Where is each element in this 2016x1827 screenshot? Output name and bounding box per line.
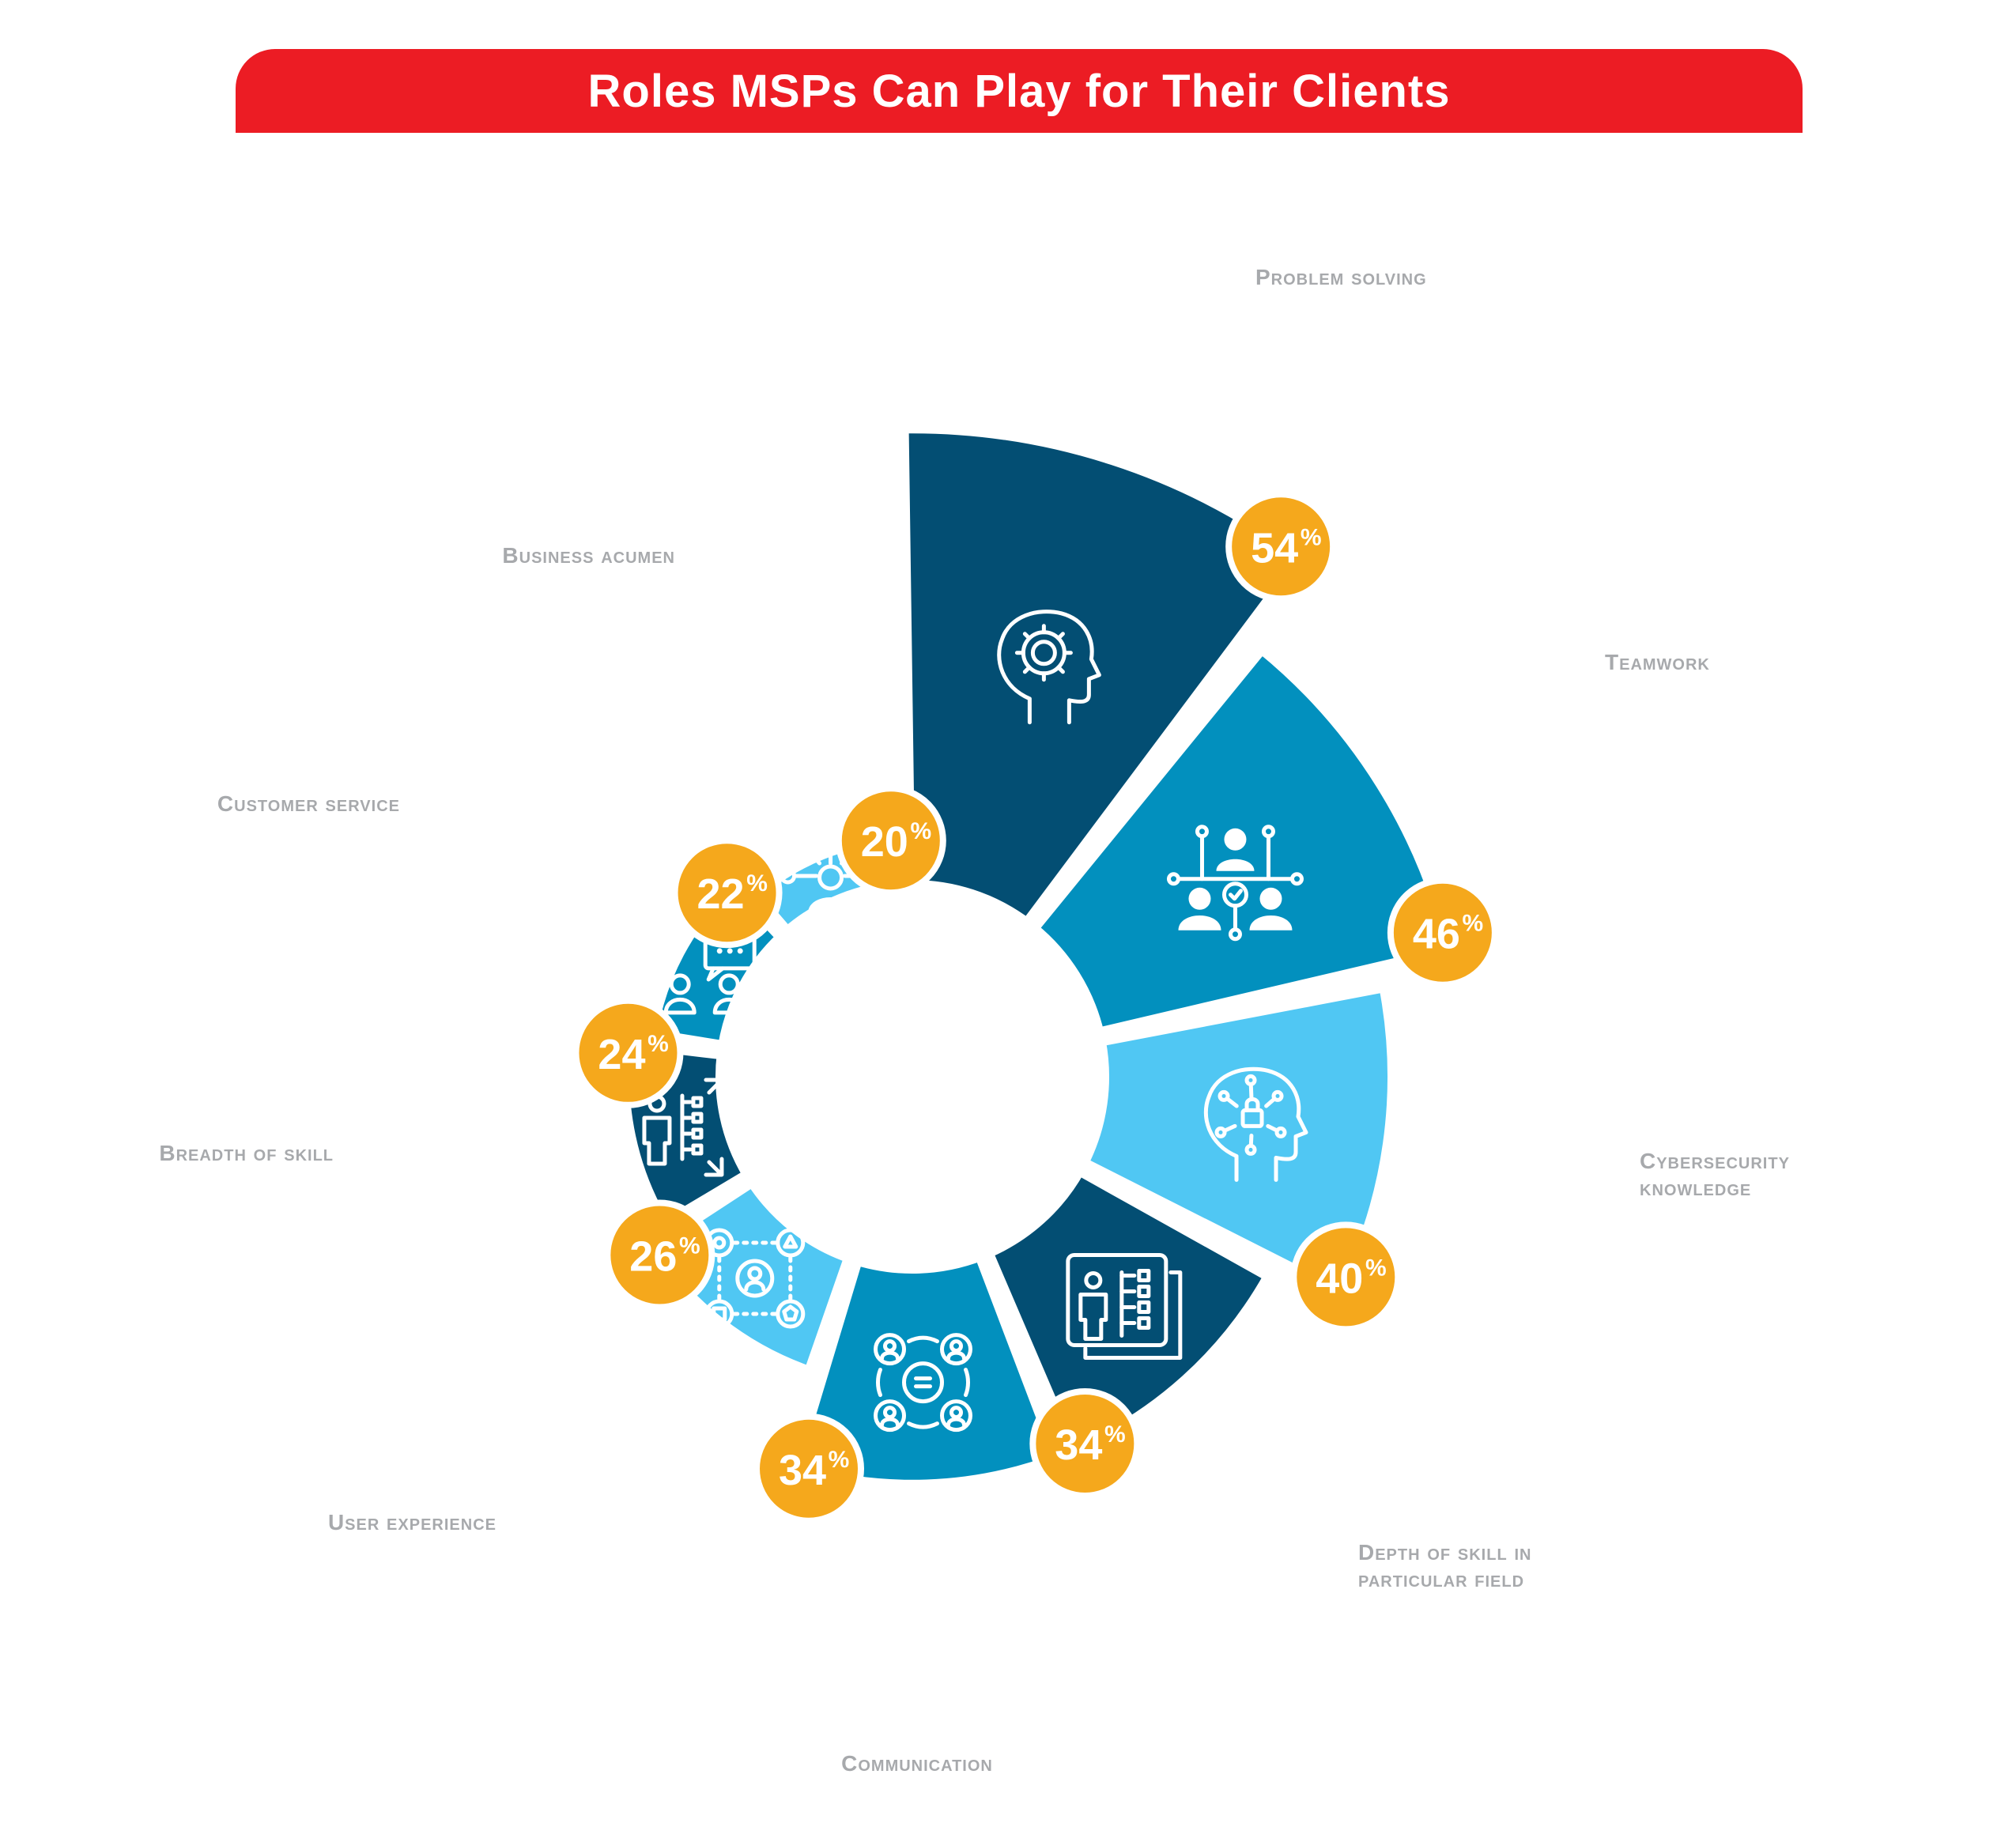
value-label: 46 <box>1413 911 1460 958</box>
badge-cybersecurity-knowledge: 40% <box>1290 1221 1402 1333</box>
presenter-board-icon <box>1066 1252 1183 1360</box>
percent-sign: % <box>647 1031 669 1057</box>
badge-customer-service: 22% <box>671 837 783 949</box>
user-shapes-icon <box>704 1228 806 1329</box>
badge-circle <box>572 997 684 1108</box>
badge-circle <box>1387 877 1498 988</box>
value-label: 22 <box>697 870 745 918</box>
percent-sign: % <box>1104 1421 1126 1448</box>
badge-circle <box>1029 1387 1141 1499</box>
head-puzzle-gear-icon <box>997 610 1101 725</box>
category-label-breadth-of-skill: Breadth of skill <box>159 1141 334 1165</box>
chart-title: Roles MSPs Can Play for Their Clients <box>587 65 1451 117</box>
percent-sign: % <box>1463 911 1484 937</box>
badge-depth-of-skill-in-particular-field: 34% <box>1029 1387 1141 1499</box>
percent-sign: % <box>746 870 768 897</box>
category-label-customer-service: Customer service <box>217 791 400 816</box>
badge-problem-solving: 54% <box>1225 491 1337 602</box>
percent-sign: % <box>1365 1255 1387 1281</box>
percent-sign: % <box>829 1447 850 1473</box>
badge-business-acumen: 20% <box>835 785 946 897</box>
value-label: 40 <box>1316 1255 1363 1302</box>
category-label-depth-of-skill-in-particular-field: Depth of skill in particular field <box>1358 1540 1531 1591</box>
percent-sign: % <box>910 818 931 844</box>
badge-user-experience: 26% <box>604 1199 715 1311</box>
category-label-teamwork: Teamwork <box>1605 650 1710 674</box>
percent-sign: % <box>679 1233 700 1259</box>
badge-circle <box>835 785 946 897</box>
badge-teamwork: 46% <box>1387 877 1498 988</box>
badge-circle <box>753 1413 865 1524</box>
category-label-communication: Communication <box>841 1751 993 1776</box>
value-label: 54 <box>1251 524 1298 572</box>
people-chat-cycle-icon <box>873 1333 972 1433</box>
value-label: 24 <box>598 1031 645 1078</box>
category-label-cybersecurity-knowledge: Cybersecurity knowledge <box>1640 1149 1790 1200</box>
value-label: 20 <box>861 818 908 866</box>
badge-breadth-of-skill: 24% <box>572 997 684 1108</box>
category-label-problem-solving: Problem solving <box>1255 265 1427 289</box>
badge-communication: 34% <box>753 1413 865 1524</box>
percent-sign: % <box>1301 524 1322 550</box>
category-label-business-acumen: Business acumen <box>502 543 675 568</box>
badge-circle <box>604 1199 715 1311</box>
title-banner: Roles MSPs Can Play for Their Clients <box>236 49 1803 133</box>
head-lock-network-icon <box>1203 1066 1308 1182</box>
value-label: 34 <box>1055 1421 1102 1469</box>
chart-center-hole <box>718 882 1107 1271</box>
value-label: 34 <box>779 1447 826 1494</box>
value-label: 26 <box>629 1233 677 1281</box>
badge-circle <box>671 837 783 949</box>
badge-circle <box>1290 1221 1402 1333</box>
team-network-icon <box>1166 825 1304 942</box>
people-speech-bubbles-icon <box>662 920 757 1015</box>
badge-circle <box>1225 491 1337 602</box>
category-label-user-experience: User experience <box>328 1510 496 1534</box>
